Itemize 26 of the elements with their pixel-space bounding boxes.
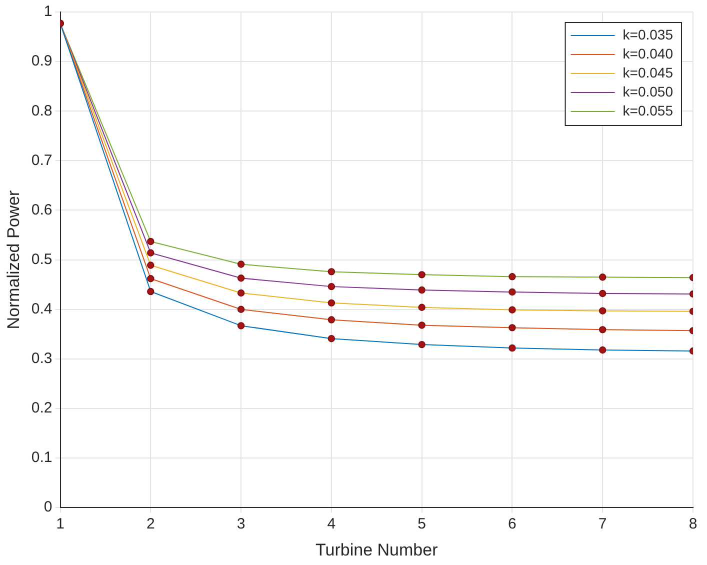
y-tick-label: 0.5: [31, 250, 52, 268]
x-tick-label: 7: [598, 516, 607, 533]
y-tick-label: 0: [44, 498, 52, 516]
x-tick-label: 8: [688, 516, 698, 533]
x-tick-label: 3: [236, 516, 246, 533]
x-tick-label: 5: [418, 516, 426, 533]
legend-label: k=0.045: [622, 64, 674, 80]
x-tick-label: 4: [327, 516, 336, 533]
y-tick-label: 0.7: [31, 152, 52, 169]
legend-label: k=0.035: [622, 26, 674, 42]
y-tick-label: 1: [44, 3, 52, 20]
y-tick-label: 0.6: [31, 201, 52, 218]
y-tick-label: 0.8: [31, 102, 52, 120]
y-tick-label: 0.9: [31, 52, 52, 70]
legend-label: k=0.050: [622, 83, 674, 100]
x-axis-title: Turbine Number: [316, 540, 438, 560]
legend-label: k=0.055: [622, 102, 674, 118]
x-tick-label: 2: [146, 516, 155, 533]
y-tick-label: 0.2: [31, 400, 52, 417]
legend-label: k=0.040: [622, 45, 674, 62]
y-tick-label: 0.3: [31, 350, 52, 368]
y-tick-label: 0.4: [31, 300, 52, 318]
y-tick-label: 0.1: [31, 449, 52, 466]
x-tick-label: 1: [56, 516, 64, 533]
y-axis-title: Normalized Power: [4, 190, 23, 330]
x-tick-label: 6: [508, 516, 516, 533]
